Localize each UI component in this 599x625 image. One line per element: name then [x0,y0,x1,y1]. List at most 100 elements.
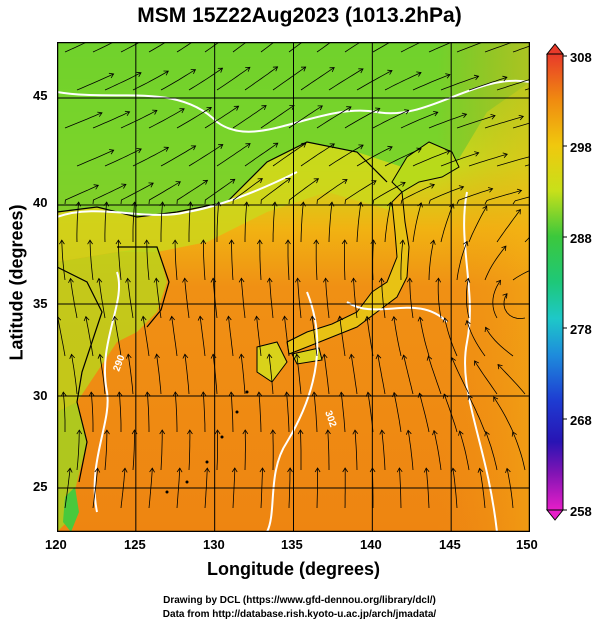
xtick-145: 145 [439,537,461,552]
streamline-arrowhead [502,75,508,82]
streamline-arrowhead [190,145,197,151]
streamline [356,202,362,243]
streamline [372,42,392,53]
streamline [142,316,150,357]
streamline-arrowhead [349,353,355,359]
streamline-arrowhead [187,429,193,435]
streamline-arrowhead [371,180,377,186]
streamline [296,354,302,395]
streamline-arrowhead [325,429,331,435]
streamline [216,201,220,242]
streamline-arrowhead [154,353,160,359]
map-panel: 290 302 [57,42,530,532]
streamline [339,316,346,357]
streamline [344,239,346,281]
streamline [92,111,130,129]
streamline [132,70,169,91]
streamline-arrowhead [387,69,393,75]
streamline [496,209,521,243]
streamline [316,42,332,53]
streamline-arrowhead [266,277,273,283]
streamline [468,395,486,433]
cbar-tick-298: 298 [570,140,592,155]
streamline [104,72,142,91]
streamline-arrowhead [172,239,178,245]
streamline [244,142,279,167]
streamline-arrowhead [477,467,484,473]
streamline [456,241,468,281]
streamline-arrowhead [400,181,406,187]
streamline [260,42,275,53]
streamline [85,316,94,357]
streamline-arrowhead [125,353,132,359]
streamline-arrowhead [405,429,412,435]
streamline [232,105,267,129]
streamline-arrowhead [352,429,359,435]
streamline [148,42,167,53]
streamline-arrowhead [442,317,449,323]
streamline [407,430,414,471]
streamline-arrowhead [143,239,150,245]
streamline [284,316,290,357]
cbar-tick-278: 278 [570,322,592,337]
streamline [176,42,193,53]
streamline [497,364,526,395]
streamline-arrowhead [495,279,501,286]
xtick-130: 130 [203,537,225,552]
streamline [204,178,236,205]
streamline-arrowhead [432,429,438,436]
streamline-arrowhead [104,429,110,435]
streamline [384,148,422,167]
streamline [350,354,358,395]
transition-region [57,142,417,262]
streamline-arrowhead [287,467,293,473]
streamline [199,316,206,357]
streamline [384,202,392,243]
streamline-arrowhead [206,107,212,112]
streamline [202,391,206,433]
streamline-arrowhead [144,391,151,397]
streamline-arrowhead [370,239,377,245]
streamline [155,278,162,319]
streamline [400,111,438,129]
streamline [315,239,318,281]
streamline-arrowhead [175,181,181,187]
streamline [269,278,274,319]
streamline-arrowhead [358,144,364,150]
streamline [428,355,442,395]
streamline-arrowhead [112,315,118,322]
streamline-arrowhead [228,239,235,245]
streamline [484,190,522,205]
streamline-arrowhead [115,239,122,245]
streamline-arrowhead [66,467,73,473]
streamline-arrowhead [515,209,521,215]
ytick-30: 30 [33,388,48,403]
streamline [316,179,348,205]
streamline-arrowhead [238,353,245,359]
streamline-arrowhead [463,240,469,247]
streamline-arrowhead [176,467,183,473]
streamline-arrowhead [149,467,155,473]
streamline [300,67,335,91]
streamline-arrowhead [116,391,123,397]
streamline-arrowhead [266,353,273,359]
streamline [228,316,234,357]
streamline-arrowhead [96,277,103,283]
streamline-arrowhead [94,467,101,473]
streamline [412,74,451,91]
streamline [268,354,274,395]
streamline-arrowhead [416,147,422,153]
streamline [288,178,319,205]
streamline [90,392,94,432]
streamline-arrowhead [484,326,490,333]
streamline [393,316,402,357]
streamline [328,68,364,91]
streamline [184,278,190,319]
streamline [70,278,78,319]
xtick-140: 140 [360,537,382,552]
streamline [300,429,302,470]
streamline [484,116,524,129]
streamline [377,354,386,395]
streamline-arrowhead [153,277,160,283]
streamline-arrowhead [309,315,316,321]
